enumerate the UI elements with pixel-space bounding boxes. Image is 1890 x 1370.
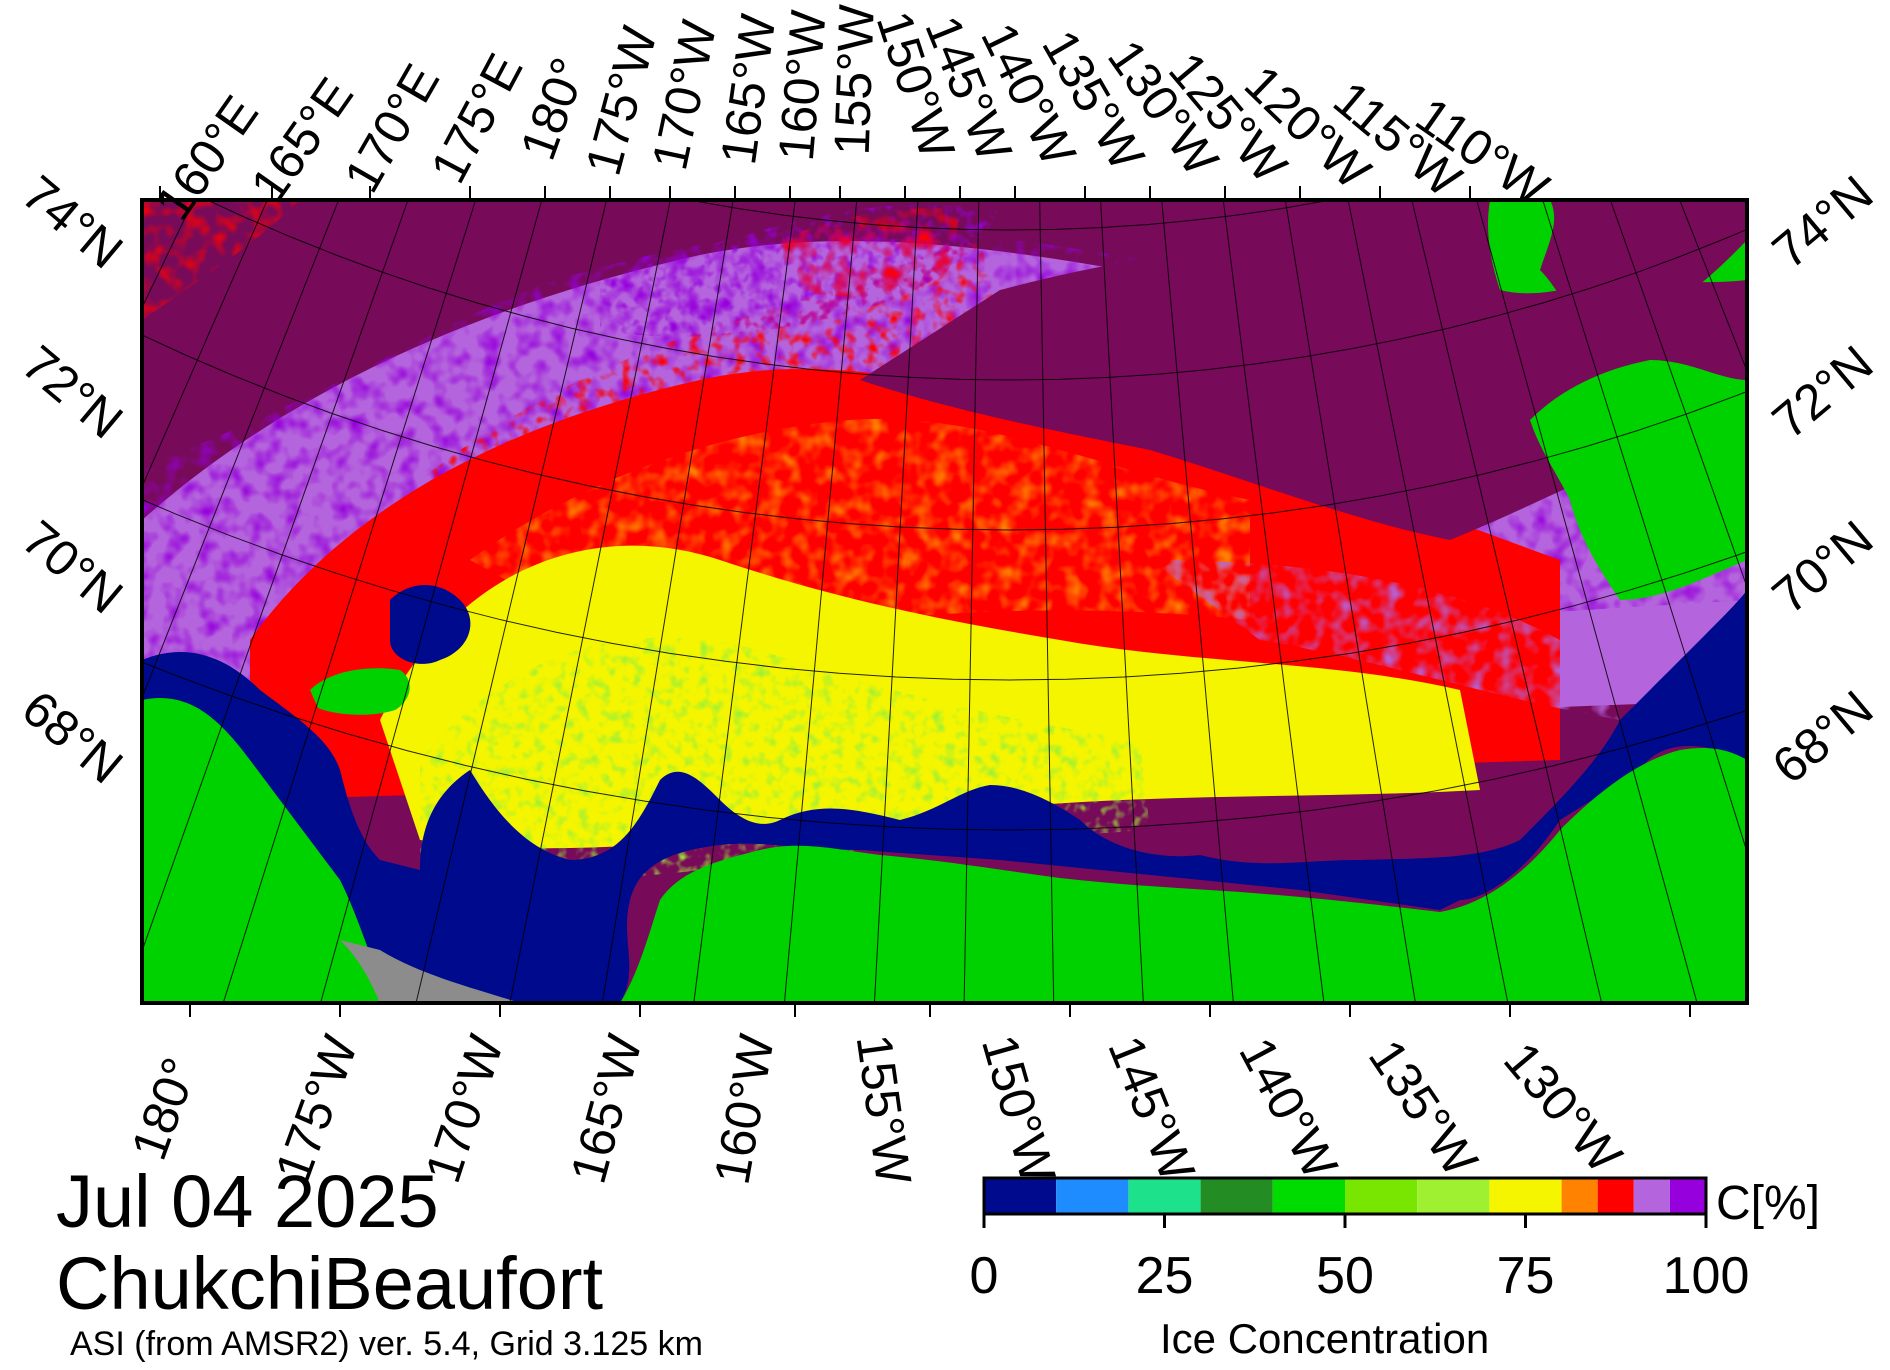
colorbar-title: Ice Concentration: [1160, 1315, 1490, 1362]
meridian-line: [1039, 200, 1055, 1003]
colorbar-segment: [1597, 1178, 1634, 1214]
parallel-line: [206, 200, 1747, 381]
top-longitude-label: 175°E: [420, 45, 534, 192]
left-latitude-label: 68°N: [12, 680, 134, 795]
meridian-line: [1609, 200, 1747, 589]
meridian-line: [142, 200, 409, 953]
right-latitude-label: 74°N: [1762, 165, 1884, 280]
meridian-line: [963, 200, 980, 1003]
meridian-line: [1284, 200, 1416, 1003]
meridian-line: [142, 200, 268, 489]
product-label: ASI (from AMSR2) ver. 5.4, Grid 3.125 km: [70, 1325, 703, 1363]
land-banks-island: [1530, 360, 1747, 600]
bottom-longitude-label: 145°W: [1097, 1028, 1206, 1189]
ice-band-85-north: [780, 208, 960, 297]
bottom-longitude-label: 180°: [120, 1051, 208, 1167]
meridian-line: [1347, 200, 1509, 1003]
colorbar-segment: [1272, 1178, 1345, 1214]
colorbar-unit: C[%]: [1716, 1177, 1821, 1230]
parallel-line: [142, 499, 1747, 681]
region-label: ChukchiBeaufort: [56, 1242, 604, 1325]
map-frame: [140, 198, 1749, 1005]
colorbar-segment: [1633, 1178, 1670, 1214]
bottom-longitude-label: 140°W: [1228, 1029, 1349, 1189]
colorbar-tick-label: 0: [969, 1247, 999, 1305]
meridian-line: [1476, 200, 1698, 1003]
colorbar-tick-label: 100: [1662, 1247, 1750, 1305]
meridian-line: [1100, 200, 1144, 1003]
parallel-line: [142, 661, 1747, 831]
land-alaska: [142, 698, 390, 1003]
left-latitude-label: 74°N: [12, 165, 134, 280]
left-latitude-label: 72°N: [12, 335, 134, 450]
top-longitude-label: 155°W: [824, 3, 885, 156]
ice-concentration-field: [0, 0, 1747, 1003]
colorbar-tick-label: 25: [1135, 1247, 1194, 1305]
colorbar-segment: [1561, 1178, 1598, 1214]
pack-ice-band: [860, 215, 1747, 540]
bottom-longitude-label: 165°W: [560, 1028, 653, 1189]
bottom-longitude-label: 135°W: [1358, 1030, 1489, 1187]
pack-ice-northwest: [142, 200, 800, 470]
parallel-line: [687, 200, 1333, 231]
parallel-line: [142, 334, 1747, 531]
colorbar-segment: [1345, 1178, 1418, 1214]
ice-band-85-west: [142, 200, 300, 320]
top-longitude-label: 170°E: [333, 55, 450, 201]
top-longitude-label: 160°W: [768, 7, 837, 163]
axis-ticks: [159, 186, 1691, 1017]
left-latitude-label: 70°N: [12, 510, 134, 625]
colorbar-segment: [1669, 1178, 1706, 1214]
land-north-slope: [620, 748, 1747, 1003]
meridian-line: [1411, 200, 1603, 1003]
bottom-longitude-label: 150°W: [971, 1029, 1067, 1190]
meridian-line: [783, 200, 858, 1003]
meridian-line: [693, 200, 796, 1003]
meridian-line: [0, 0, 26, 629]
colorbar-segment: [1128, 1178, 1201, 1214]
colorbar-segment: [1056, 1178, 1129, 1214]
colorbar-segment: [1489, 1178, 1562, 1214]
bottom-longitude-label: 160°W: [704, 1030, 785, 1189]
colorbar-segment: [1417, 1178, 1490, 1214]
right-latitude-label: 68°N: [1762, 680, 1884, 795]
meridian-line: [1222, 200, 1325, 1003]
land-wrangel-island: [310, 668, 410, 715]
right-latitude-label: 70°N: [1762, 510, 1884, 625]
colorbar-segment: [984, 1178, 1057, 1214]
open-water: [142, 590, 1747, 1003]
meridian-line: [601, 200, 734, 1003]
colorbar-tick-label: 75: [1496, 1247, 1555, 1305]
date-label: Jul 04 2025: [56, 1160, 439, 1243]
meridian-line: [142, 200, 340, 700]
meridian-line: [320, 200, 543, 1003]
meridian-line: [415, 200, 608, 1003]
open-water-bay: [390, 585, 471, 664]
meridian-line: [873, 200, 919, 1003]
ice-band-purple-east: [1150, 560, 1620, 720]
colorbar-tick-label: 50: [1316, 1247, 1374, 1305]
no-data-area: [340, 940, 520, 1003]
bottom-longitude-label: 130°W: [1493, 1032, 1633, 1184]
top-longitude-label: 165°E: [240, 68, 364, 212]
graticule: [0, 0, 1747, 1003]
meridian-line: [1161, 200, 1234, 1003]
colorbar: [982, 1176, 1708, 1228]
colorbar-segment: [1200, 1178, 1273, 1214]
right-latitude-label: 72°N: [1762, 335, 1884, 450]
meridian-line: [509, 200, 671, 1003]
bottom-longitude-label: 155°W: [846, 1031, 923, 1189]
